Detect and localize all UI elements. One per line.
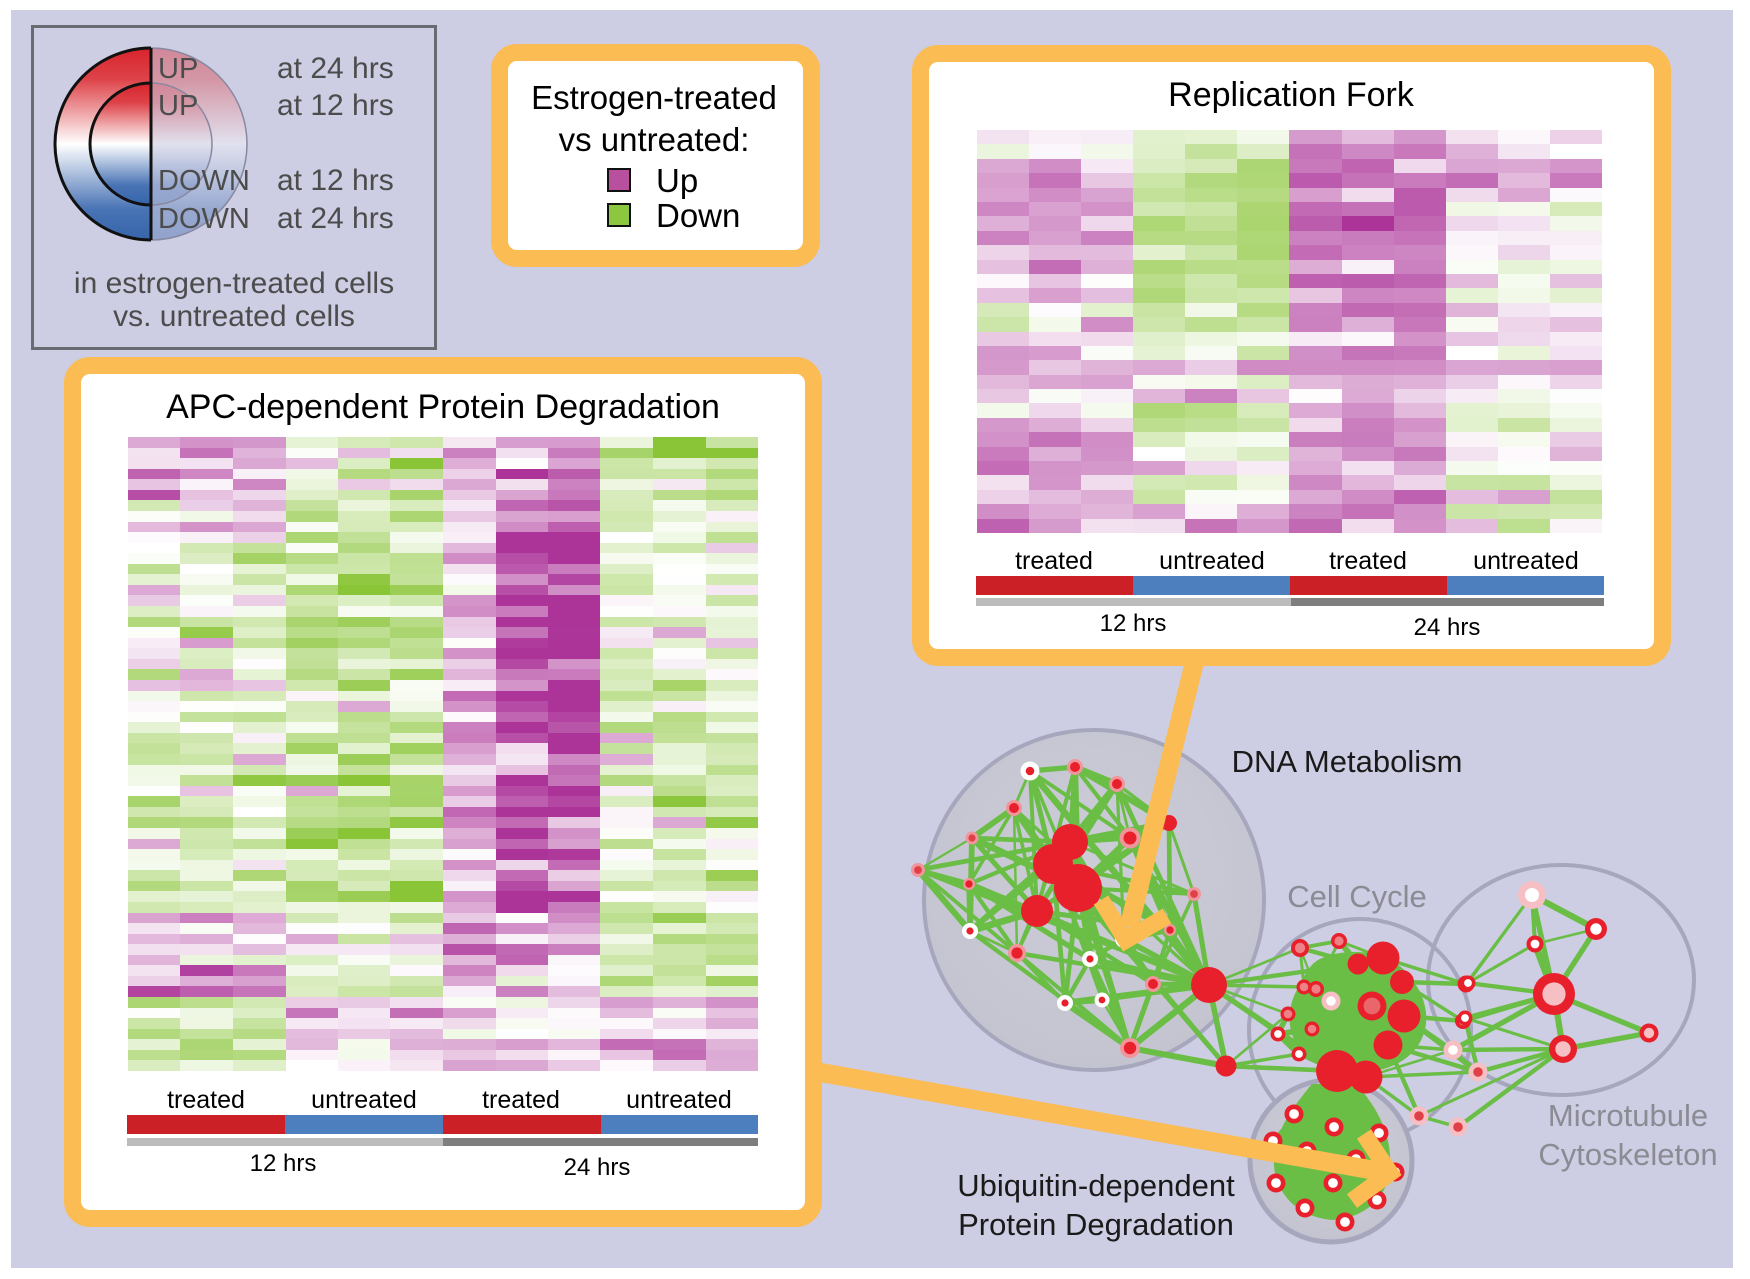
svg-text:Cell Cycle: Cell Cycle (1287, 879, 1427, 914)
svg-text:Protein Degradation: Protein Degradation (958, 1207, 1234, 1242)
svg-text:DNA Metabolism: DNA Metabolism (1232, 744, 1463, 779)
svg-text:Cytoskeleton: Cytoskeleton (1538, 1137, 1717, 1172)
svg-text:Microtubule: Microtubule (1548, 1098, 1708, 1133)
svg-text:Ubiquitin-dependent: Ubiquitin-dependent (957, 1168, 1235, 1203)
